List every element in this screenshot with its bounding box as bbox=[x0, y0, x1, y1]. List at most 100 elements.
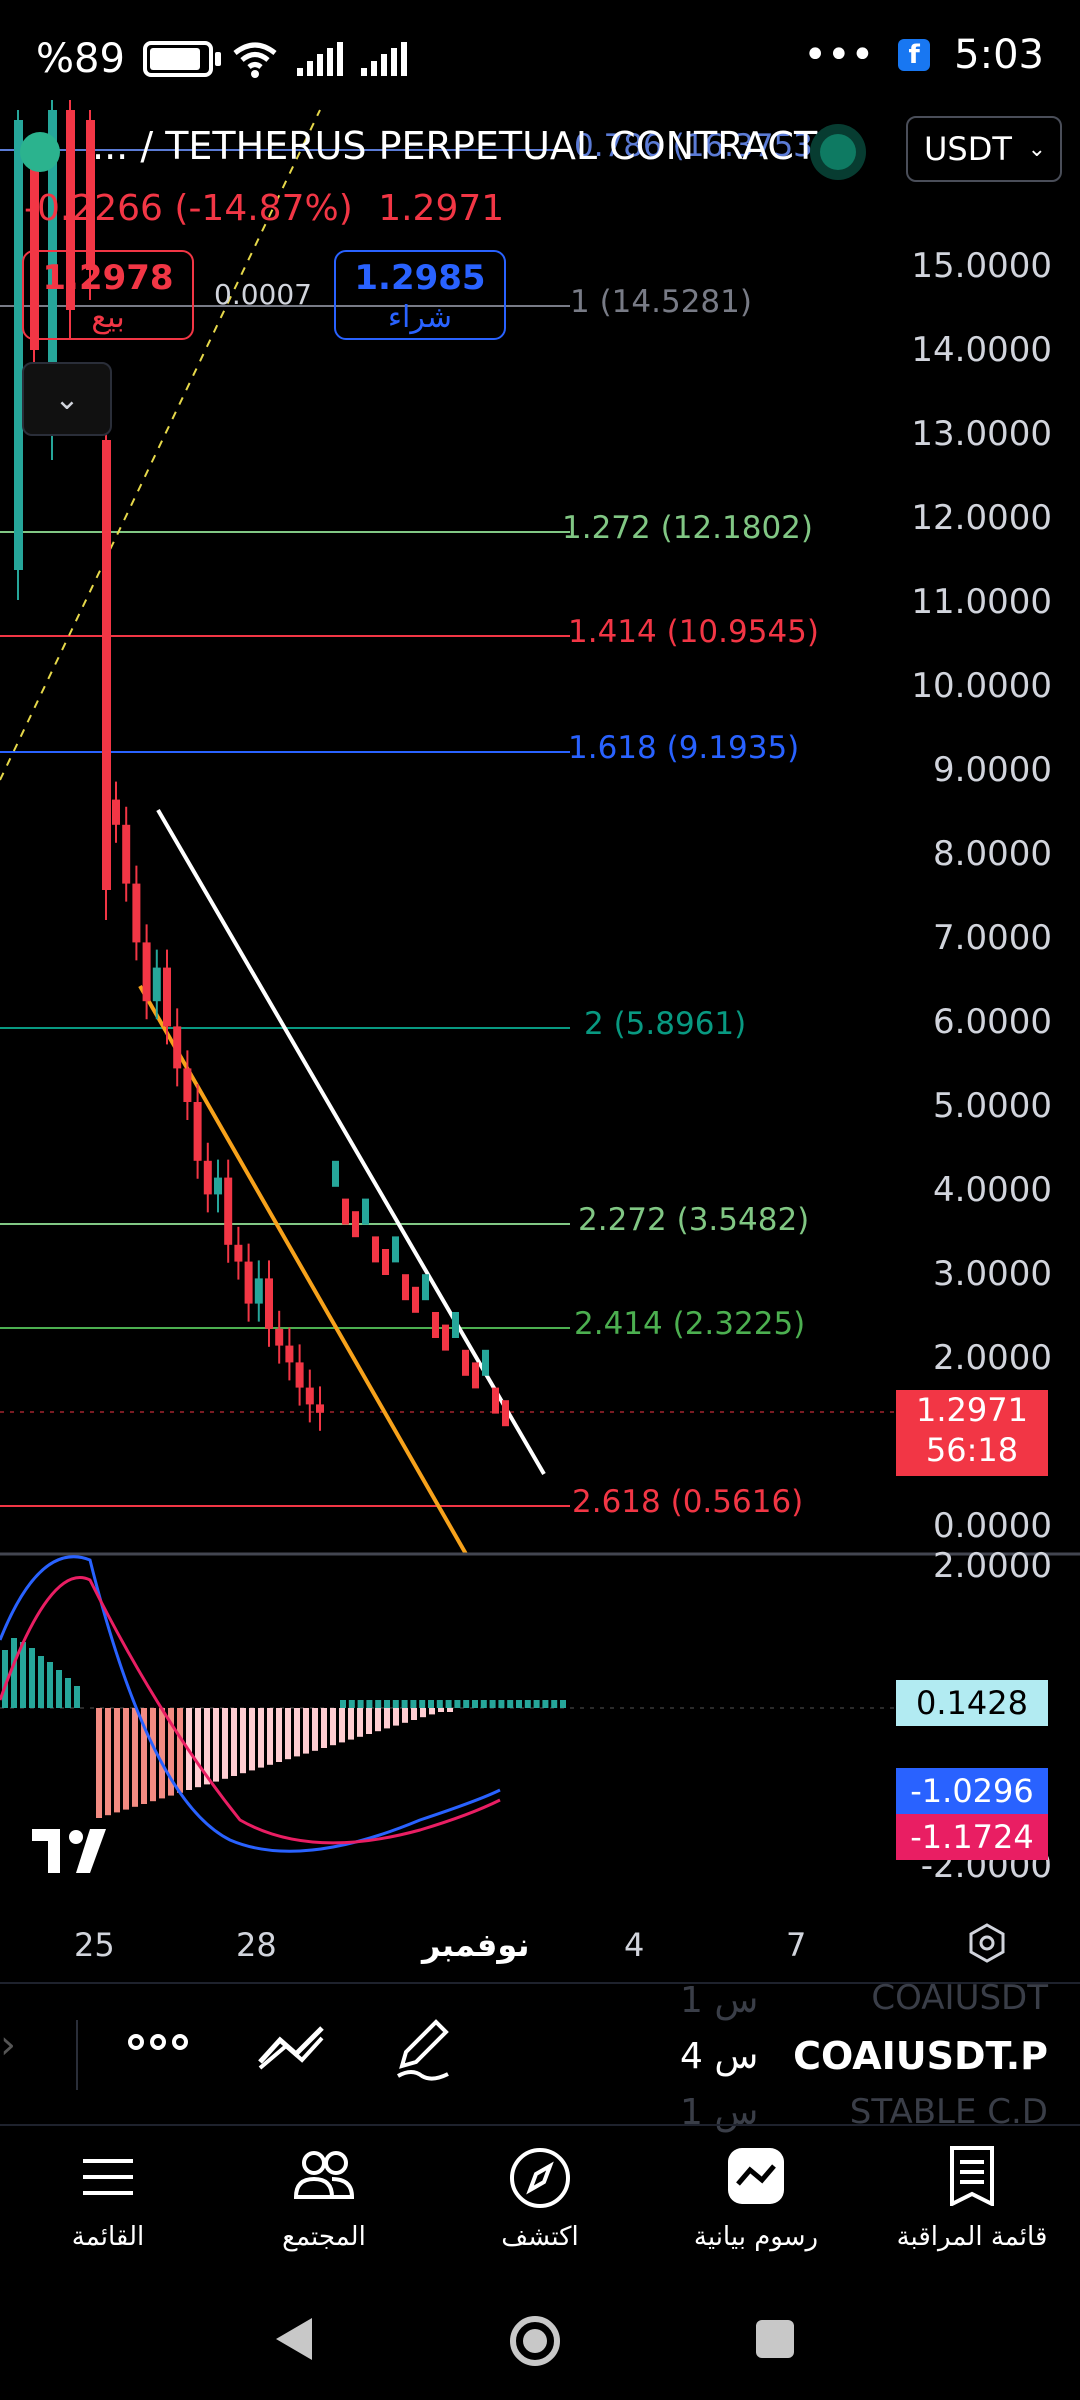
spread-value: 0.0007 bbox=[214, 278, 312, 311]
histogram-bar bbox=[392, 1700, 399, 1708]
symbol-title[interactable]: ... / TETHERUS PERPETUAL CONTRACT bbox=[92, 124, 818, 168]
candle bbox=[422, 1274, 429, 1301]
nav-menu-label: القائمة bbox=[71, 2222, 145, 2252]
community-icon bbox=[224, 2146, 424, 2216]
histogram-bar bbox=[420, 1708, 426, 1718]
nav-explore[interactable]: اكتشف bbox=[440, 2146, 640, 2252]
histogram-bar bbox=[445, 1700, 452, 1708]
arrow-left-icon[interactable]: › bbox=[0, 2022, 16, 2068]
candle bbox=[412, 1286, 419, 1313]
histogram-bar bbox=[340, 1700, 346, 1708]
candle bbox=[173, 1026, 182, 1069]
histogram-bar bbox=[551, 1700, 558, 1708]
histogram-bar bbox=[357, 1708, 363, 1737]
symbol-logo-icon[interactable] bbox=[20, 132, 60, 172]
price-axis-label: 7.0000 bbox=[933, 918, 1052, 958]
recents-icon[interactable] bbox=[754, 2318, 796, 2360]
histogram-bar bbox=[240, 1708, 246, 1774]
nav-menu[interactable]: القائمة bbox=[8, 2146, 208, 2252]
fib-level-label: 2.414 (2.3225) bbox=[574, 1306, 806, 1342]
battery-percent: %89 bbox=[36, 36, 125, 82]
menu-icon bbox=[8, 2146, 208, 2216]
home-icon[interactable] bbox=[508, 2314, 562, 2368]
nav-watchlist[interactable]: قائمة المراقبة bbox=[872, 2146, 1072, 2252]
histogram-bar bbox=[436, 1700, 443, 1708]
candle bbox=[342, 1198, 349, 1225]
signal-line bbox=[0, 1576, 501, 1845]
drawing-trend-icon[interactable] bbox=[256, 2022, 326, 2082]
candle bbox=[432, 1312, 439, 1338]
candle bbox=[275, 1328, 284, 1346]
chart-settings-icon[interactable] bbox=[966, 1922, 1008, 1974]
more-status-dots: ••• bbox=[803, 32, 875, 78]
candle bbox=[163, 967, 171, 1027]
histogram-bar bbox=[141, 1708, 147, 1804]
sell-button[interactable]: 1.2978 بيع bbox=[22, 250, 194, 340]
candle bbox=[112, 799, 120, 825]
candle bbox=[316, 1404, 324, 1413]
toolbar-divider bbox=[76, 2020, 78, 2090]
nav-community[interactable]: المجتمع bbox=[224, 2146, 424, 2252]
fib-level-label: 2.272 (3.5482) bbox=[578, 1202, 810, 1238]
pencil-icon[interactable] bbox=[392, 2016, 452, 2092]
histogram-bar bbox=[507, 1700, 514, 1708]
chart-icon bbox=[656, 2146, 856, 2216]
price-chart[interactable] bbox=[0, 100, 1080, 1980]
watchlist-symbol[interactable]: COAIUSDT.P bbox=[793, 2034, 1048, 2078]
price-axis-label: 15.0000 bbox=[911, 246, 1052, 286]
candle bbox=[183, 1068, 192, 1102]
price-axis-label: 2.0000 bbox=[933, 1338, 1052, 1378]
histogram-bar bbox=[533, 1700, 540, 1708]
candle bbox=[332, 1160, 339, 1187]
candle bbox=[14, 120, 23, 570]
histogram-bar bbox=[366, 1708, 372, 1734]
histogram-bar bbox=[357, 1700, 364, 1708]
price-axis-label: 12.0000 bbox=[911, 498, 1052, 538]
collapse-button[interactable]: ⌄ bbox=[22, 362, 112, 436]
histogram-bar bbox=[249, 1708, 255, 1771]
candle bbox=[244, 1261, 253, 1304]
histogram-value-tag: 0.1428 bbox=[896, 1680, 1048, 1726]
price-axis-label: 5.0000 bbox=[933, 1086, 1052, 1126]
nav-watchlist-label: قائمة المراقبة bbox=[896, 2222, 1048, 2252]
market-open-indicator bbox=[820, 134, 856, 170]
x-tick-28: 28 bbox=[236, 1926, 277, 1964]
status-bar: %89 ••• f 5:03 bbox=[0, 0, 1080, 120]
back-icon[interactable] bbox=[272, 2314, 316, 2364]
histogram-bar bbox=[384, 1700, 390, 1708]
histogram-bar bbox=[195, 1708, 201, 1788]
watchlist-prev-symbol[interactable]: COAIUSDT bbox=[871, 1978, 1048, 2018]
nav-charts[interactable]: رسوم بيانية bbox=[656, 2146, 856, 2252]
histogram-bar bbox=[267, 1708, 273, 1765]
price-axis-label: 3.0000 bbox=[933, 1254, 1052, 1294]
buy-button[interactable]: 1.2985 شراء bbox=[334, 250, 506, 340]
chevron-down-icon: ⌄ bbox=[1027, 136, 1046, 162]
candle bbox=[152, 967, 161, 1002]
compass-icon bbox=[440, 2146, 640, 2216]
candle bbox=[492, 1387, 499, 1414]
candle bbox=[48, 110, 57, 430]
histogram-bar bbox=[20, 1642, 26, 1708]
histogram-bar bbox=[177, 1708, 183, 1793]
price-change: -0.2266 (-14.87%) bbox=[24, 188, 353, 229]
histogram-bar bbox=[123, 1708, 129, 1810]
clock: 5:03 bbox=[954, 32, 1044, 78]
facebook-icon: f bbox=[898, 39, 931, 71]
more-icon[interactable] bbox=[128, 2022, 188, 2072]
histogram-bar bbox=[339, 1708, 345, 1743]
macd-value-tag: -1.0296 bbox=[896, 1768, 1048, 1814]
fib-level-label: 1 (14.5281) bbox=[570, 284, 752, 320]
histogram-bar bbox=[542, 1700, 549, 1708]
histogram-bar bbox=[401, 1700, 408, 1708]
quote-currency-select[interactable]: USDT ⌄ bbox=[906, 116, 1062, 182]
fib-level-label: 1.618 (9.1935) bbox=[568, 730, 800, 766]
bar-countdown: 56:18 bbox=[925, 1431, 1019, 1469]
histogram-bar bbox=[375, 1700, 382, 1708]
fib-level-label: 2.618 (0.5616) bbox=[572, 1484, 804, 1520]
nav-explore-label: اكتشف bbox=[501, 2222, 579, 2252]
candle bbox=[462, 1349, 469, 1376]
chevron-down-icon: ⌄ bbox=[54, 381, 80, 417]
price-axis-label: 8.0000 bbox=[933, 834, 1052, 874]
x-tick-4: 4 bbox=[624, 1926, 645, 1964]
histogram-bar bbox=[348, 1700, 355, 1708]
